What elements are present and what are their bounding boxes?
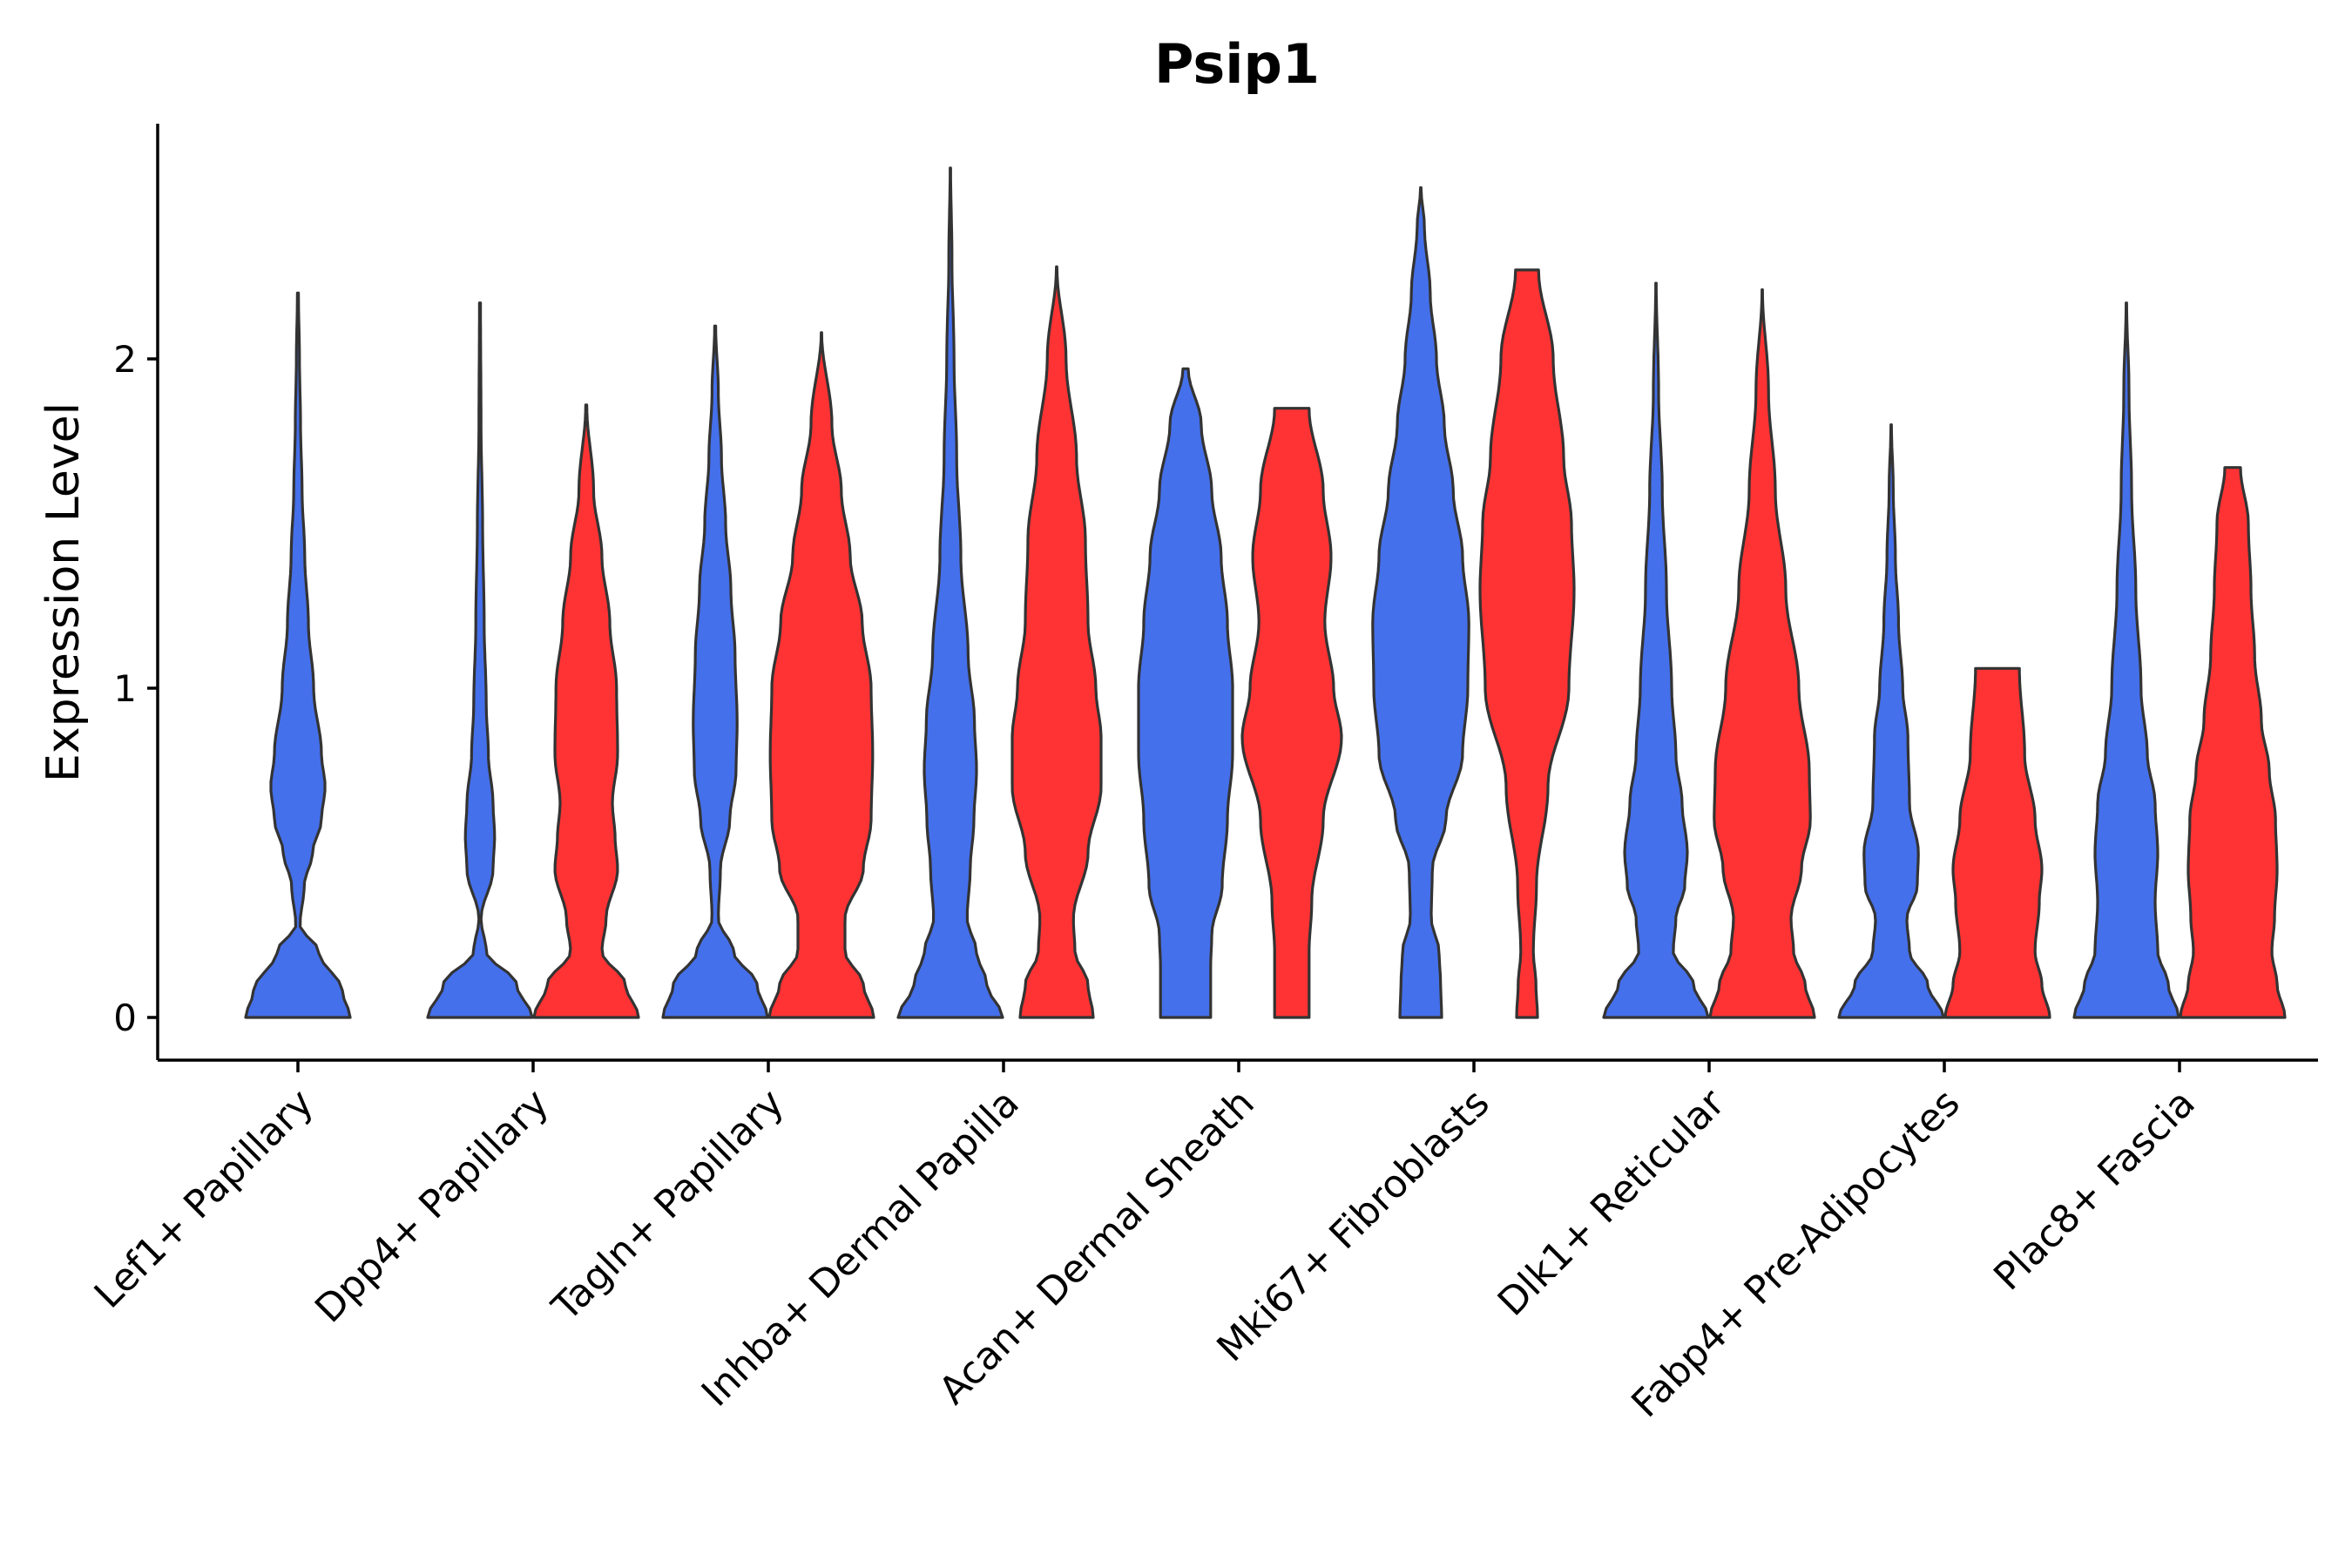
- y-ticks: 0 1 2: [113, 338, 158, 1039]
- violin-blue-3: [661, 324, 769, 1019]
- violin-red-4: [1010, 265, 1103, 1019]
- violin-red-7: [1708, 288, 1816, 1019]
- violin-blue-2: [426, 301, 534, 1019]
- violin-red-5: [1240, 407, 1343, 1019]
- x-tick-label: Dlk1+ Reticular: [1490, 1080, 1734, 1325]
- violin-blue-1: [244, 291, 352, 1019]
- violin-blue-5: [1137, 367, 1234, 1019]
- violin-red-3: [767, 331, 875, 1019]
- violin-red-2: [532, 403, 640, 1019]
- x-tick-label: Plac8+ Fascia: [1985, 1081, 2204, 1300]
- violin-group: [244, 166, 2287, 1019]
- y-tick-label: 1: [113, 667, 137, 710]
- violin-red-6: [1478, 268, 1576, 1019]
- x-tick-label: Tagln+ Papillary: [544, 1081, 793, 1330]
- violin-blue-4: [896, 166, 1004, 1019]
- y-tick-label: 2: [113, 338, 137, 381]
- chart-title: Psip1: [1154, 32, 1320, 96]
- violin-red-8: [1943, 666, 2051, 1019]
- y-tick-label: 0: [113, 997, 137, 1039]
- violin-blue-9: [2072, 301, 2180, 1019]
- y-axis-label: Expression Level: [37, 402, 90, 782]
- violin-blue-8: [1837, 423, 1945, 1019]
- x-tick-label: Mki67+ Fibroblasts: [1208, 1081, 1497, 1370]
- x-tick-label: Dpp4+ Papillary: [307, 1081, 558, 1332]
- x-tick-label: Lef1+ Papillary: [86, 1081, 322, 1317]
- violin-red-9: [2179, 466, 2287, 1019]
- violin-blue-6: [1371, 186, 1470, 1019]
- violin-blue-7: [1602, 281, 1710, 1019]
